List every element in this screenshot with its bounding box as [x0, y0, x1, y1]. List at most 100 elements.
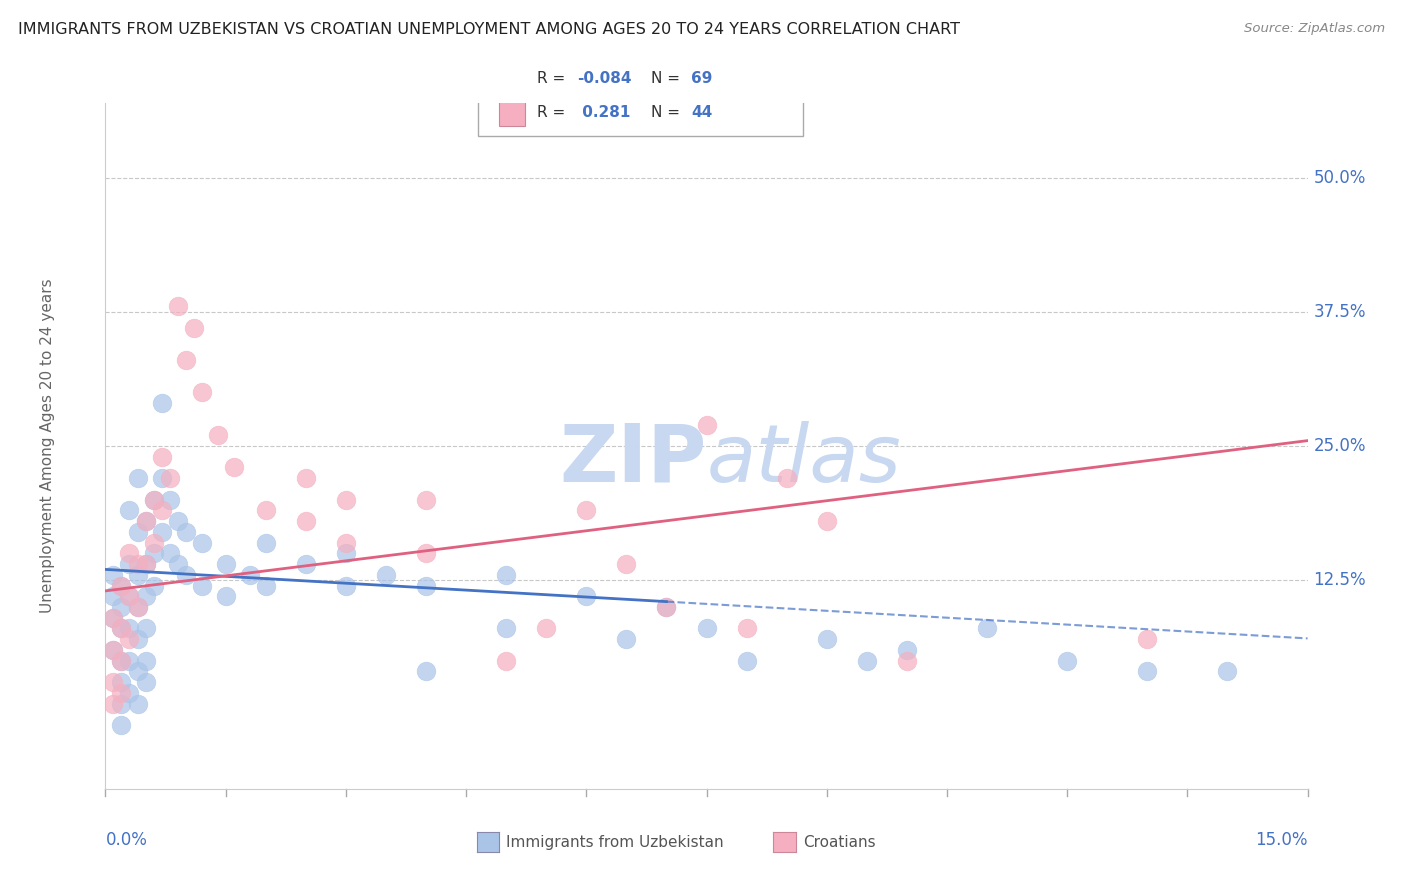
Point: [135, 589, 157, 603]
Point: [1056, 654, 1078, 668]
Point: [110, 718, 132, 732]
Point: [415, 492, 437, 507]
Point: [534, 622, 557, 636]
Point: [103, 643, 125, 657]
Point: [110, 578, 132, 592]
Text: R =: R =: [537, 105, 571, 120]
Text: IMMIGRANTS FROM UZBEKISTAN VS CROATIAN UNEMPLOYMENT AMONG AGES 20 TO 24 YEARS CO: IMMIGRANTS FROM UZBEKISTAN VS CROATIAN U…: [18, 22, 960, 37]
Point: [174, 567, 197, 582]
Point: [127, 471, 149, 485]
Point: [190, 385, 212, 400]
Point: [776, 471, 799, 485]
Point: [150, 396, 173, 410]
Point: [815, 632, 838, 647]
Point: [214, 557, 236, 571]
Text: atlas: atlas: [707, 421, 901, 499]
Text: 44: 44: [690, 105, 711, 120]
Point: [118, 589, 141, 603]
Bar: [499, 66, 524, 92]
Point: [127, 599, 149, 614]
Point: [110, 599, 132, 614]
Point: [118, 622, 141, 636]
Point: [150, 450, 173, 464]
Point: [976, 622, 998, 636]
Point: [110, 622, 132, 636]
Point: [696, 417, 718, 432]
Point: [655, 599, 678, 614]
Point: [254, 503, 277, 517]
Point: [118, 654, 141, 668]
FancyBboxPatch shape: [478, 57, 803, 136]
Point: [127, 567, 149, 582]
Point: [150, 471, 173, 485]
Point: [254, 578, 277, 592]
Point: [222, 460, 245, 475]
Text: -0.084: -0.084: [576, 71, 631, 87]
Point: [135, 654, 157, 668]
Point: [166, 514, 188, 528]
Point: [575, 589, 598, 603]
Point: [135, 514, 157, 528]
Point: [295, 557, 318, 571]
Text: 50.0%: 50.0%: [1313, 169, 1367, 186]
Point: [103, 697, 125, 711]
Point: [495, 622, 517, 636]
Point: [118, 546, 141, 560]
Point: [135, 514, 157, 528]
Point: [495, 567, 517, 582]
Point: [495, 654, 517, 668]
Point: [159, 546, 181, 560]
Point: [127, 557, 149, 571]
Point: [103, 675, 125, 690]
Point: [190, 535, 212, 549]
Point: [118, 589, 141, 603]
Point: [295, 514, 318, 528]
Point: [135, 557, 157, 571]
Point: [142, 578, 165, 592]
Point: [214, 589, 236, 603]
Point: [1136, 632, 1159, 647]
Text: 69: 69: [690, 71, 713, 87]
Point: [374, 567, 398, 582]
Point: [166, 300, 188, 314]
Point: [575, 503, 598, 517]
Point: [142, 492, 165, 507]
Point: [110, 622, 132, 636]
Point: [655, 599, 678, 614]
Point: [110, 697, 132, 711]
Point: [174, 353, 197, 368]
Point: [127, 599, 149, 614]
Text: Unemployment Among Ages 20 to 24 years: Unemployment Among Ages 20 to 24 years: [41, 278, 55, 614]
Point: [815, 514, 838, 528]
Point: [295, 471, 318, 485]
Point: [335, 535, 357, 549]
Text: Source: ZipAtlas.com: Source: ZipAtlas.com: [1244, 22, 1385, 36]
Point: [616, 632, 638, 647]
Text: N =: N =: [651, 71, 685, 87]
Point: [118, 503, 141, 517]
Point: [335, 492, 357, 507]
Point: [118, 686, 141, 700]
Point: [127, 697, 149, 711]
Text: 37.5%: 37.5%: [1313, 303, 1367, 321]
Point: [239, 567, 262, 582]
Point: [142, 535, 165, 549]
Point: [415, 578, 437, 592]
Point: [174, 524, 197, 539]
Text: 12.5%: 12.5%: [1313, 571, 1367, 589]
Point: [896, 643, 918, 657]
Point: [166, 557, 188, 571]
Point: [103, 611, 125, 625]
Point: [335, 578, 357, 592]
Point: [135, 675, 157, 690]
Point: [896, 654, 918, 668]
Point: [118, 632, 141, 647]
Point: [415, 546, 437, 560]
Point: [110, 654, 132, 668]
Point: [118, 557, 141, 571]
Point: [1216, 665, 1239, 679]
Point: [735, 622, 758, 636]
Point: [103, 567, 125, 582]
Point: [855, 654, 877, 668]
Text: ZIP: ZIP: [560, 421, 707, 499]
